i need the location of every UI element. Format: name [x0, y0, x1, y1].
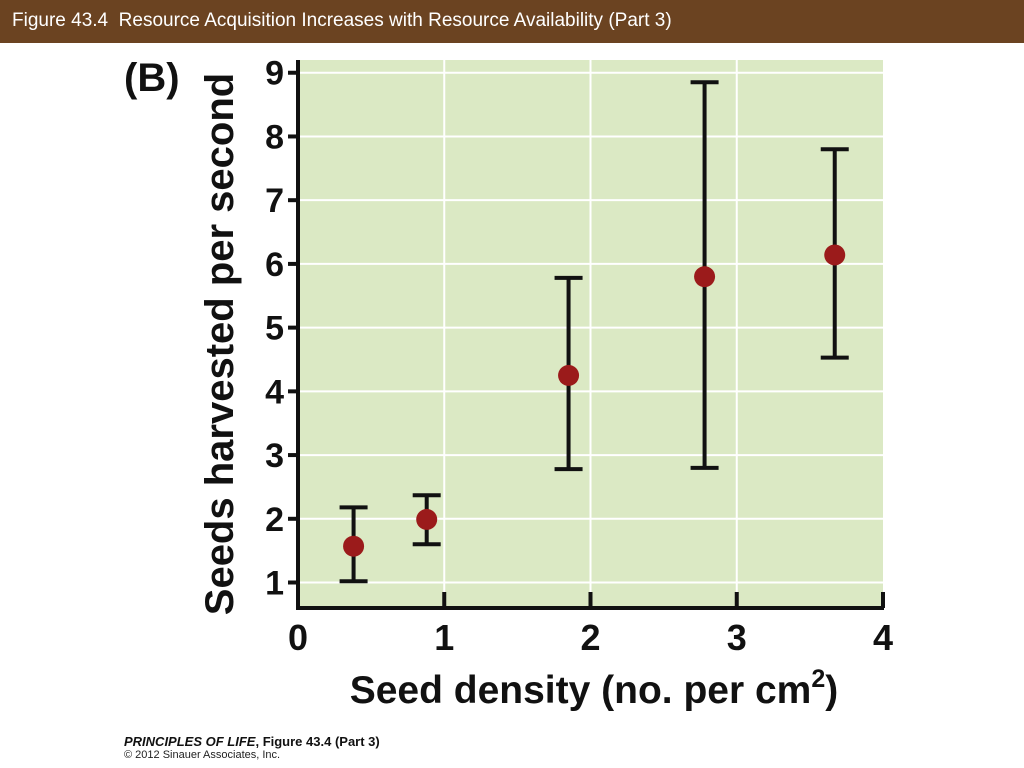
- y-tick-label: 6: [265, 246, 284, 284]
- x-ticks: 0 1 2 3 4: [288, 592, 893, 658]
- y-tick-label: 5: [265, 310, 284, 348]
- x-axis-label: Seed density (no. per cm2): [350, 665, 839, 712]
- y-tick-label: 9: [265, 55, 284, 93]
- figure-caption: PRINCIPLES OF LIFE, Figure 43.4 (Part 3)…: [124, 735, 380, 762]
- caption-book: PRINCIPLES OF LIFE, Figure 43.4 (Part 3): [124, 735, 380, 749]
- y-axis-label: Seeds harvested per second: [198, 73, 242, 615]
- y-tick-label: 3: [265, 437, 284, 475]
- y-tick-label: 4: [265, 373, 284, 411]
- data-point: [416, 508, 438, 530]
- grid: [298, 60, 883, 608]
- x-tick-label: 4: [873, 617, 893, 658]
- y-tick-label: 2: [265, 501, 284, 539]
- data-point: [343, 535, 365, 557]
- x-axis-label-main: Seed density (no. per cm: [350, 669, 812, 712]
- x-tick-label: 0: [288, 617, 308, 658]
- data-point: [824, 244, 846, 266]
- x-axis-label-close: ): [825, 669, 838, 712]
- y-tick-label: 7: [265, 182, 284, 220]
- caption-figure-ref: , Figure 43.4 (Part 3): [255, 734, 380, 749]
- slide-header: Figure 43.4 Resource Acquisition Increas…: [0, 0, 1024, 43]
- caption-book-title: PRINCIPLES OF LIFE: [124, 734, 256, 749]
- x-axis-label-superscript: 2: [811, 665, 825, 693]
- data-points: [343, 244, 846, 557]
- panel-label: (B): [124, 56, 180, 100]
- x-tick-label: 2: [580, 617, 600, 658]
- data-point: [558, 364, 580, 386]
- y-tick-label: 1: [265, 565, 284, 603]
- data-point: [694, 266, 716, 288]
- y-tick-label: 8: [265, 118, 284, 156]
- slide-title: Figure 43.4 Resource Acquisition Increas…: [12, 10, 672, 31]
- caption-copyright: © 2012 Sinauer Associates, Inc.: [124, 749, 281, 761]
- x-tick-label: 3: [727, 617, 747, 658]
- x-tick-label: 1: [434, 617, 454, 658]
- y-ticks: 1 2 3 4 5 6 7 8 9: [265, 55, 298, 603]
